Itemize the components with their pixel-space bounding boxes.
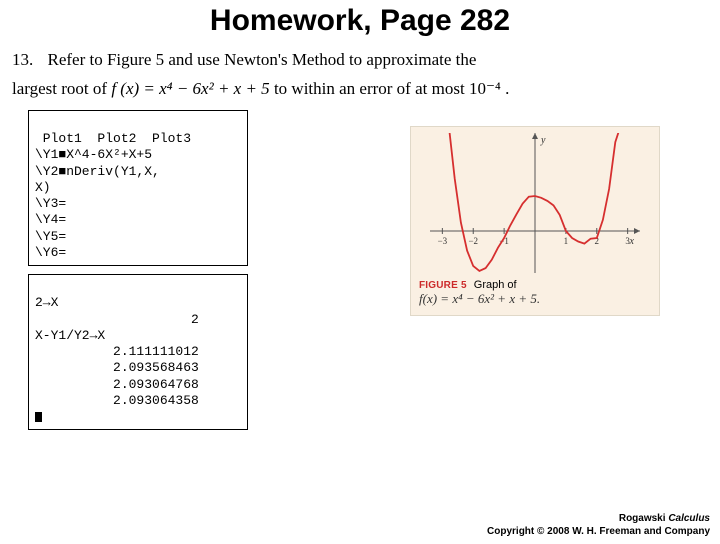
calc-top-l2: \Y2■nDeriv(Y1,X, [35, 164, 160, 179]
calc-bot-r2: 2.111111012 [35, 344, 199, 359]
page-title: Homework, Page 282 [0, 4, 720, 38]
calc-cursor-icon [35, 412, 42, 422]
problem-line2-end: . [505, 79, 509, 98]
calc-top-l1: \Y1■X^4-6X²+X+5 [35, 147, 152, 162]
calculator-screen-top: Plot1 Plot2 Plot3 \Y1■X^4-6X²+X+5 \Y2■nD… [28, 110, 248, 266]
problem-func: f (x) = x⁴ − 6x² + x + 5 [111, 79, 269, 98]
calc-top-l5: \Y4= [35, 212, 66, 227]
calc-bot-r4: 2.093064768 [35, 377, 199, 392]
problem-number: 13. [12, 50, 33, 69]
svg-text:y: y [540, 135, 546, 146]
svg-text:1: 1 [564, 236, 569, 246]
figure-caption: FIGURE 5 Graph of f(x) = x⁴ − 6x² + x + … [419, 279, 651, 307]
problem-line2-mid: to within an error of at most [274, 79, 469, 98]
calc-top-l6: \Y5= [35, 229, 66, 244]
problem-line1: Refer to Figure 5 and use Newton's Metho… [48, 50, 477, 69]
footer-author: Rogawski [619, 513, 668, 524]
calc-bot-r5: 2.093064358 [35, 393, 199, 408]
svg-text:−3: −3 [438, 236, 448, 246]
problem-text: 13. Refer to Figure 5 and use Newton's M… [12, 46, 708, 104]
problem-tol: 10⁻⁴ [469, 79, 501, 98]
calc-bot-r3: 2.093568463 [35, 360, 199, 375]
figure-caption-lead: Graph of [474, 279, 517, 291]
calc-top-header: Plot1 Plot2 Plot3 [35, 131, 191, 146]
calc-bot-r1: 2 [35, 312, 199, 327]
calc-top-l3: X) [35, 180, 51, 195]
calculator-screen-bottom: 2→X 2 X-Y1/Y2→X 2.111111012 2.093568463 … [28, 274, 248, 430]
calc-bot-l2: X-Y1/Y2→X [35, 328, 105, 343]
calc-top-l7: \Y6= [35, 245, 66, 260]
calc-top-l4: \Y3= [35, 196, 66, 211]
footer: Rogawski Calculus Copyright © 2008 W. H.… [487, 513, 710, 538]
svg-text:−2: −2 [468, 236, 478, 246]
footer-title: Calculus [668, 513, 710, 524]
figure-label: FIGURE 5 [419, 280, 467, 291]
svg-text:x: x [629, 236, 635, 247]
footer-copyright: Copyright © 2008 W. H. Freeman and Compa… [487, 526, 710, 539]
figure-panel: −3−2−1123xy FIGURE 5 Graph of f(x) = x⁴ … [410, 126, 660, 316]
problem-line2-prefix: largest root of [12, 79, 111, 98]
figure-graph: −3−2−1123xy [430, 133, 640, 273]
figure-caption-math: f(x) = x⁴ − 6x² + x + 5. [419, 291, 540, 306]
calc-bot-l1: 2→X [35, 295, 58, 310]
